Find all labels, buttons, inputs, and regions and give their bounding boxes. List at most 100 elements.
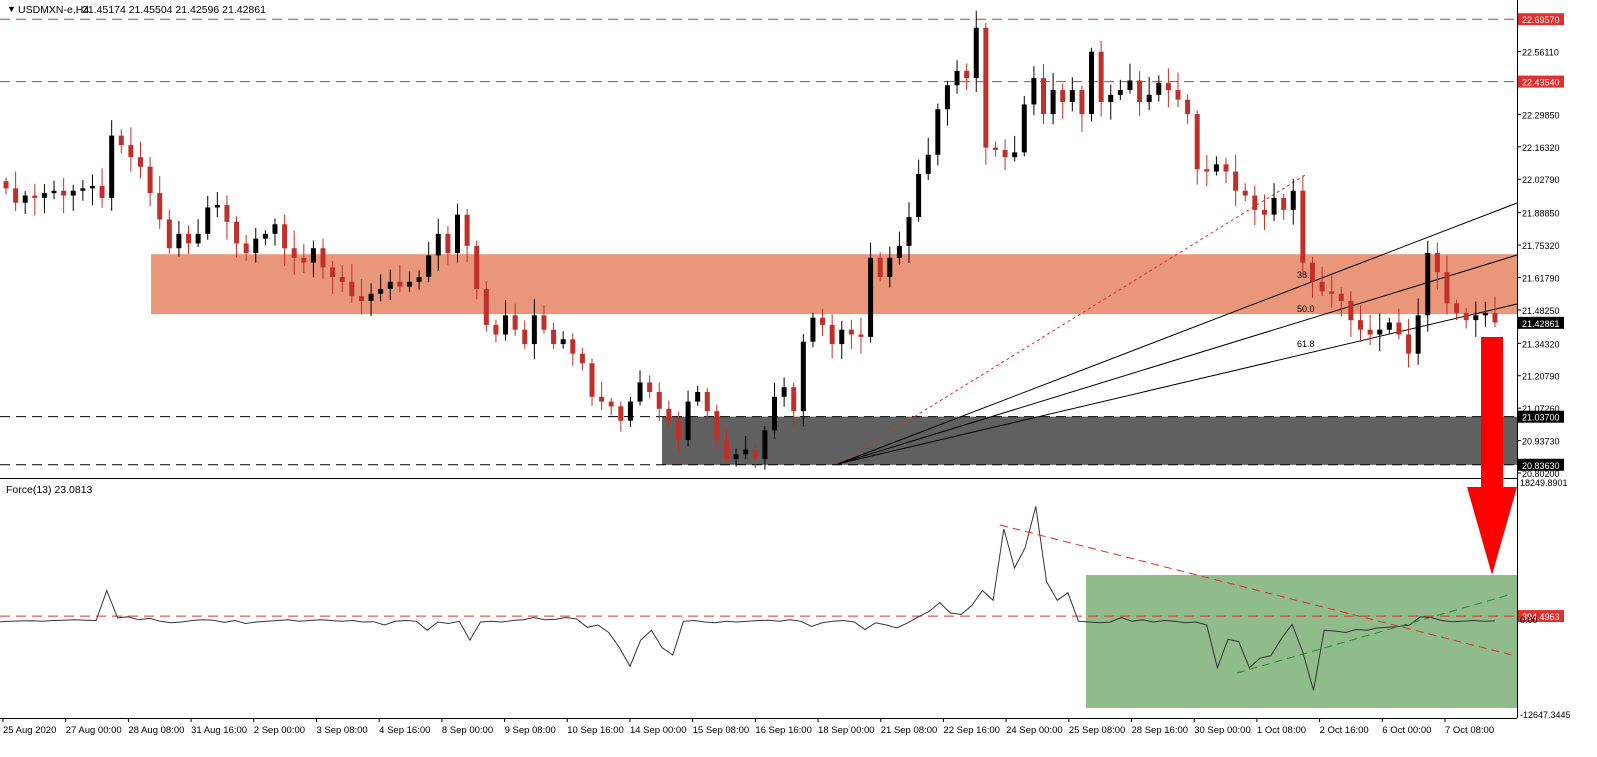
force-uptrend-line [1236,593,1513,674]
candle-body [3,181,9,189]
force-line [0,506,1496,691]
candle-body [330,267,336,277]
price-tick-label: 22.29850 [1522,110,1560,120]
candle-body [589,363,595,397]
price-level-tag [1518,13,1564,26]
candle-body [397,281,403,287]
fan-line [837,202,1518,465]
candle-body [89,185,95,189]
ohlc-readout: 21.45174 21.45504 21.42596 21.42861 [82,4,266,16]
candle-body [810,317,816,342]
candle-body [935,109,941,155]
candle-body [282,224,288,249]
force-indicator-label: Force(13) 23.0813 [6,484,93,496]
candle-body [1358,320,1364,330]
candle-body [704,392,710,412]
candle-body [983,27,989,148]
candle-body [41,193,47,198]
time-tick-label: 1 Oct 08:00 [1257,725,1306,736]
time-tick-label: 7 Oct 08:00 [1445,725,1494,736]
time-tick-label: 28 Sep 16:00 [1132,725,1189,736]
candle-body [695,392,701,402]
candle-body [675,420,681,440]
candle-body [551,329,557,345]
price-tick-label: 22.02790 [1522,175,1560,185]
candle-body [1338,293,1344,301]
candle-body [1367,329,1373,335]
time-tick-label: 16 Sep 16:00 [755,725,812,736]
candle-body [570,339,576,354]
time-tick-label: 8 Sep 00:00 [442,725,493,736]
candle-body [253,238,259,254]
time-tick-label: 2 Oct 16:00 [1320,725,1369,736]
price-level-tag [1518,75,1564,88]
candle-body [579,353,585,364]
candle-body [618,406,624,421]
candle-body [743,449,749,455]
indicator-zone [1086,575,1517,708]
candle-body [1319,281,1325,292]
candle-body [474,245,480,289]
candle-body [464,214,470,246]
candle-body [1117,90,1123,95]
candle-body [445,233,451,254]
candle-body [1300,190,1306,263]
time-tick-label: 15 Sep 08:00 [693,725,750,736]
candle-body [1444,272,1450,304]
force-level-tag [1518,610,1564,623]
candle-body [435,233,441,256]
candle-body [954,70,960,86]
price-level-tag [1518,410,1564,423]
candle-body [1194,114,1200,170]
candle-body [733,454,739,460]
price-tick-label: 22.56110 [1522,47,1559,57]
time-tick-label: 25 Sep 08:00 [1069,725,1126,736]
candle-body [99,185,105,198]
time-tick-label: 21 Sep 08:00 [881,725,938,736]
candle-body [51,190,57,194]
fan-level-label: 61.8 [1297,339,1315,349]
price-tick-label: 21.20790 [1522,372,1560,382]
candle-body [118,135,124,146]
candle-body [925,154,931,174]
candle-body [531,315,537,345]
candle-body [685,401,691,440]
price-tick-label: 20.80200 [1522,469,1560,479]
candle-body [858,334,864,337]
candle-body [647,382,653,393]
candle-body [896,245,902,258]
candle-body [147,166,153,194]
candle-body [70,190,76,196]
fan-line [837,303,1518,465]
candle-body [483,288,489,325]
candle-body [243,243,249,254]
candle-body [1482,312,1488,316]
candle-body [541,315,547,330]
time-tick-label: 25 Aug 2020 [3,725,56,736]
candle-body [1165,82,1171,91]
candle-body [1050,90,1056,115]
candle-body [1261,209,1267,215]
candle-body [109,135,115,198]
collapse-arrow-icon[interactable]: ▼ [7,4,16,14]
chart-symbol-label: USDMXN-e,H4 [18,4,89,16]
candle-body [944,85,950,110]
candle-body [1242,190,1248,196]
candle-body [1377,329,1383,335]
candle-body [1454,303,1460,313]
candle-body [1137,80,1143,103]
price-tick-label: 22.69570 [1522,15,1560,25]
force-tick-label: 18249.8901 [1520,478,1568,488]
price-tick-label: 21.75320 [1522,241,1560,251]
fan-trend-line [837,173,1308,465]
price-tick-label: 21.34320 [1522,339,1560,349]
candle-body [868,257,874,337]
candle-body [906,217,912,246]
candle-body [368,293,374,301]
price-tick-label: 21.03700 [1522,413,1560,423]
candle-body [1329,291,1335,294]
candle-body [1406,334,1412,354]
candle-body [1252,195,1258,210]
